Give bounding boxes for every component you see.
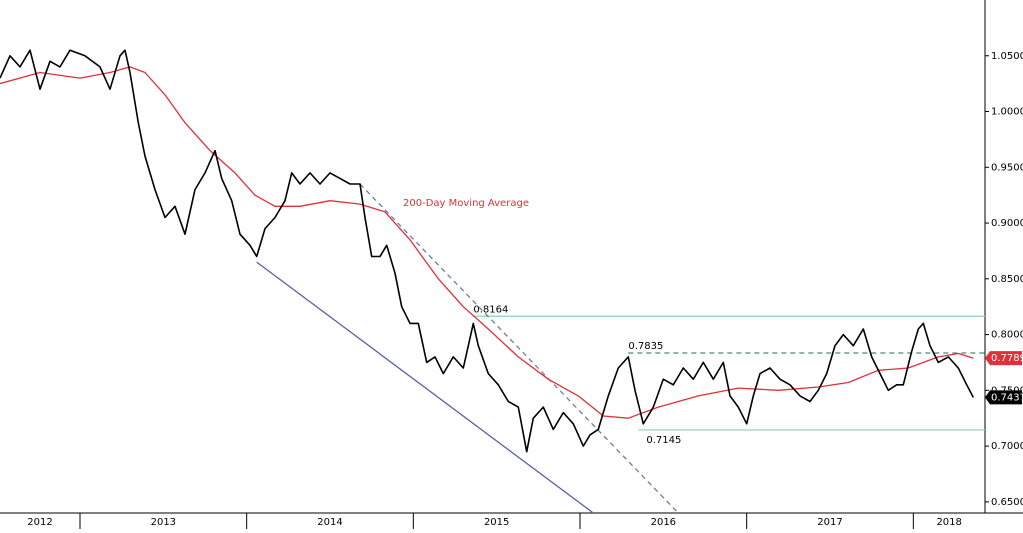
y-tick-label: 1.0500 bbox=[991, 51, 1023, 62]
x-tick-label: 2018 bbox=[936, 517, 961, 528]
y-tick-label: 0.8000 bbox=[991, 330, 1023, 341]
level-label: 0.7145 bbox=[646, 435, 681, 446]
level-label: 0.8164 bbox=[473, 304, 508, 315]
series-line bbox=[0, 49, 975, 453]
y-tick-label: 1.0000 bbox=[991, 107, 1023, 118]
last-value-label: 0.7789 bbox=[991, 353, 1023, 364]
y-tick-label: 0.8500 bbox=[991, 274, 1023, 285]
x-tick-label: 2012 bbox=[27, 517, 52, 528]
last-value-box bbox=[985, 390, 1022, 405]
x-tick-label: 2015 bbox=[484, 517, 509, 528]
level-label: 0.7835 bbox=[628, 341, 663, 352]
series-line bbox=[0, 66, 974, 419]
x-tick-label: 2013 bbox=[151, 517, 176, 528]
ma-annotation: 200-Day Moving Average bbox=[403, 198, 529, 209]
x-tick-label: 2016 bbox=[651, 517, 676, 528]
last-value-box bbox=[985, 351, 1022, 366]
trendline bbox=[256, 261, 594, 514]
y-tick-label: 0.9000 bbox=[991, 218, 1023, 229]
y-tick-label: 0.6500 bbox=[991, 497, 1023, 508]
y-tick-label: 0.9500 bbox=[991, 162, 1023, 173]
x-tick-label: 2014 bbox=[317, 517, 342, 528]
trendline bbox=[359, 183, 679, 514]
y-tick-label: 0.7000 bbox=[991, 441, 1023, 452]
x-tick-label: 2017 bbox=[817, 517, 842, 528]
last-value-label: 0.7437 bbox=[991, 392, 1023, 403]
